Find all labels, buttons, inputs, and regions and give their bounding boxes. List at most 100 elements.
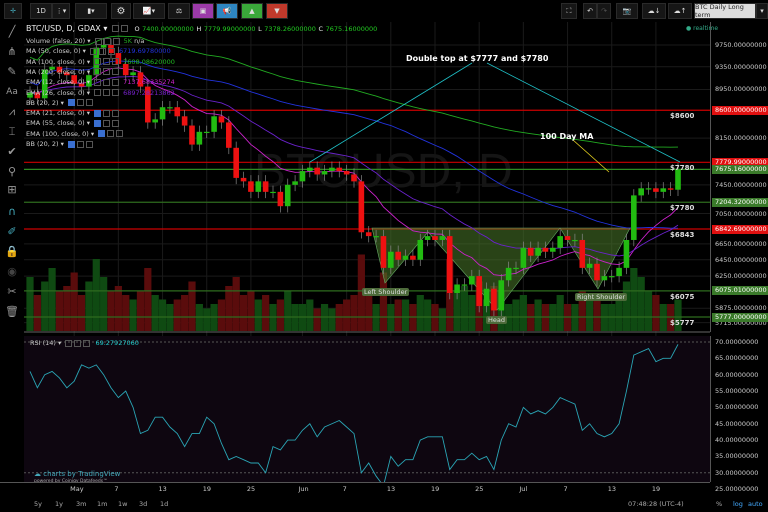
date-axis[interactable]: May 7 13 19 25 Jun 7 13 19 25 Jul 7 13 19 [0,482,710,496]
cloud-upload-icon[interactable]: ☁↑ [668,3,692,19]
candle[interactable] [616,261,622,283]
candle[interactable] [181,110,188,132]
candle[interactable] [461,278,468,291]
candle[interactable] [314,161,320,181]
sell-button[interactable]: ▼ [266,3,288,19]
candle[interactable] [270,185,276,199]
settings-icon[interactable] [103,89,111,96]
candle[interactable] [284,178,291,213]
candle[interactable] [41,63,48,105]
settings-icon[interactable] [77,140,85,148]
candle[interactable] [145,80,151,129]
candle[interactable] [203,125,210,139]
visibility-icon[interactable] [90,47,98,55]
double-top-annotation[interactable]: Double top at $7777 and $7780 [406,54,549,63]
range-button-3d[interactable]: 3d [139,500,148,508]
head-label[interactable]: Head [486,316,507,324]
ma100-annotation[interactable]: 100 Day MA [540,132,594,141]
candle[interactable] [336,161,343,178]
candle[interactable] [174,101,181,123]
head-shoulders-pattern[interactable] [371,227,631,311]
candle[interactable] [432,229,438,247]
auto-scale-toggle[interactable]: auto [748,500,763,508]
candle[interactable] [307,161,313,178]
log-toggle[interactable]: log [733,500,743,508]
candle[interactable] [675,163,681,197]
symbol-title[interactable]: BTC/USD, D, GDAX [26,24,101,33]
candle[interactable] [491,282,497,317]
pattern-icon[interactable]: ⩘ [8,105,16,118]
double-top-line-right[interactable] [486,62,681,163]
redo-icon[interactable]: ↷ [597,3,611,19]
settings-icon[interactable] [103,37,111,45]
close-icon[interactable] [86,99,94,107]
chart-type-button[interactable]: ▮▾ [75,3,107,19]
indicator-row[interactable]: MA (200, close, 0) ▾ [26,68,123,76]
indicator-row[interactable]: EMA (12, close, 0) ▾ 7137.68335274 [26,78,175,87]
settings-icon[interactable] [77,99,85,107]
candle[interactable] [233,141,239,185]
candle[interactable] [299,164,306,188]
candle[interactable] [527,241,534,262]
undo-icon[interactable]: ↶ [583,3,597,19]
indicator-row[interactable]: EMA (26, close, 0) ▾ 6897.28213862 [26,88,175,97]
fullscreen-icon[interactable]: ⛶ [561,3,577,19]
candle[interactable] [388,245,394,275]
pitchfork-icon[interactable]: ⋔ [7,45,17,58]
visibility-icon[interactable] [94,37,102,45]
candle[interactable] [218,110,225,129]
candle[interactable] [395,245,401,267]
settings-icon[interactable] [103,119,111,127]
settings-icon[interactable] [99,47,107,55]
trendline-icon[interactable]: ╱ [8,25,16,38]
zoom-icon[interactable]: ⚲ [7,165,17,178]
candle[interactable] [343,164,350,181]
candle[interactable] [513,261,519,275]
candle[interactable] [572,233,578,247]
range-button-1d[interactable]: 1d [160,500,169,508]
candle[interactable] [439,229,446,247]
candle[interactable] [410,249,416,267]
candle[interactable] [56,60,63,79]
candle[interactable] [623,233,630,275]
double-top-line-left[interactable] [309,62,473,163]
hide-icon[interactable]: ◉ [7,265,17,278]
stay-drawing-icon[interactable]: ✐ [7,225,17,238]
candle[interactable] [34,86,41,105]
close-icon[interactable] [86,140,94,148]
measure-icon[interactable]: ⊞ [7,183,17,196]
right-shoulder-label[interactable]: Right Shoulder [575,293,628,301]
candle[interactable] [64,66,70,82]
candle[interactable] [564,229,571,247]
visibility-icon[interactable] [94,109,102,117]
settings-icon[interactable] [107,130,115,138]
buy-button[interactable]: ▲ [241,3,263,19]
range-button-3m[interactable]: 3m [76,500,87,508]
candle[interactable] [71,68,77,90]
candle[interactable] [608,269,615,283]
layout-dropdown[interactable]: ▾ [756,3,768,19]
magnet-icon[interactable]: ∩ [7,205,17,218]
indicator-row[interactable]: Volume (false, 20) ▾ 5K n/a [26,37,145,45]
visibility-icon[interactable] [94,119,102,127]
candle[interactable] [262,175,269,199]
close-icon[interactable] [112,109,120,117]
candle[interactable] [248,175,254,199]
indicator-row[interactable]: EMA (21, close, 0) ▾ [26,109,123,117]
candle[interactable] [137,66,144,93]
candle[interactable] [78,77,85,93]
close-icon[interactable] [108,47,116,55]
candle[interactable] [417,233,424,267]
candle[interactable] [586,257,593,275]
close-icon[interactable] [112,78,120,86]
candle[interactable] [240,171,247,188]
interval-button[interactable]: 1D [30,3,52,19]
candle[interactable] [645,182,652,195]
settings-icon[interactable] [103,58,111,66]
candle[interactable] [446,229,453,300]
candle[interactable] [550,241,556,259]
close-icon[interactable] [116,130,124,138]
ma50-line[interactable] [29,60,679,229]
chart-layout-name[interactable]: BTC Daily Long term [694,3,756,19]
candle[interactable] [469,269,475,291]
